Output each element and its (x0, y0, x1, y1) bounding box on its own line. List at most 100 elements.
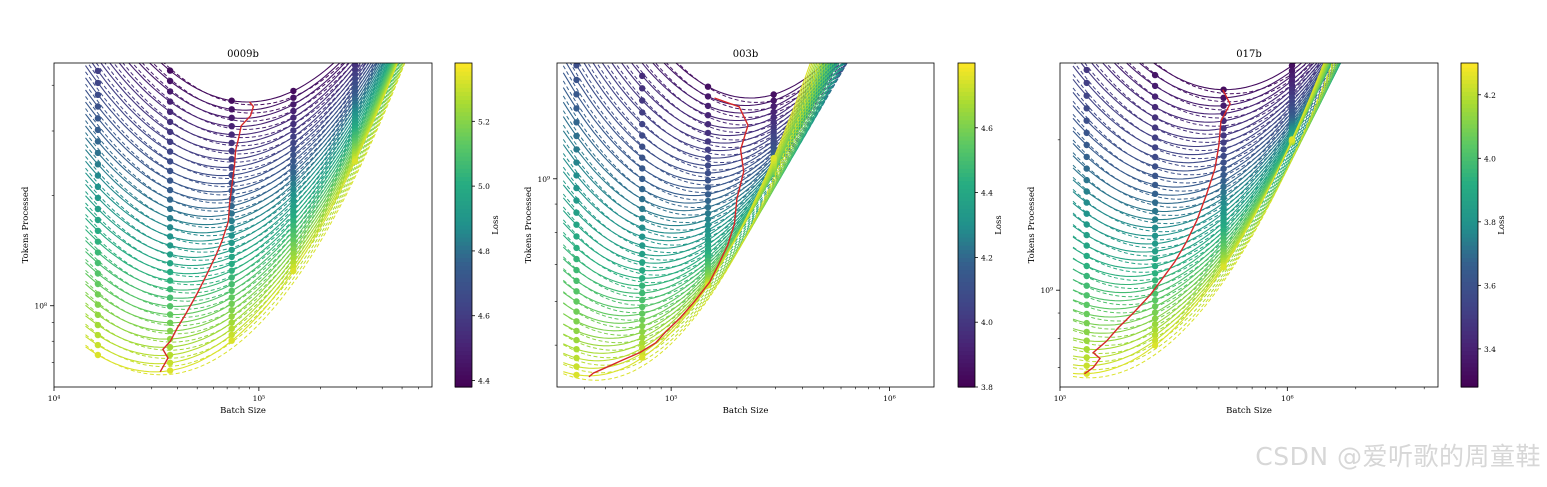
data-point (1151, 93, 1159, 100)
colorbar-band (455, 366, 472, 372)
data-point (704, 102, 712, 110)
colorbar-band (1461, 257, 1478, 263)
loss-curve (1072, 63, 1332, 221)
plot-frame (53, 62, 433, 388)
data-point (1151, 82, 1159, 90)
data-point (704, 184, 712, 191)
data-point (704, 204, 712, 211)
data-point (1151, 255, 1159, 262)
data-point (228, 287, 235, 294)
colorbar-band (958, 131, 975, 137)
colorbar-band (455, 245, 472, 250)
colorbar-band (1461, 164, 1478, 169)
colorbar-band (1461, 91, 1478, 96)
colorbar-band (455, 79, 472, 84)
fit-curve (562, 63, 835, 306)
data-point (1220, 177, 1227, 185)
data-point (704, 146, 712, 153)
colorbar-tick-label: 5.2 (478, 117, 490, 126)
data-point (1083, 153, 1090, 161)
optimal-batch-line (1083, 89, 1231, 375)
data-point (94, 172, 102, 179)
fit-curve (141, 63, 355, 122)
colorbar-band (455, 277, 472, 283)
loss-curve (85, 63, 385, 242)
colorbar-ticks: 3.8 4.0 4.2 4.4 4.6 (975, 124, 993, 392)
colorbar-band (958, 342, 975, 348)
colorbar-band (1461, 241, 1478, 246)
data-point (1220, 152, 1227, 160)
colorbar-band (1461, 123, 1478, 129)
colorbar-band (958, 382, 975, 388)
plot-layer (562, 63, 848, 381)
data-point (1151, 342, 1159, 349)
colorbar-band (1461, 127, 1478, 133)
loss-curve (1072, 63, 1332, 213)
colorbar-band (958, 314, 975, 319)
colorbar-band (455, 148, 472, 153)
data-point (639, 310, 646, 317)
data-point (290, 175, 297, 182)
data-point (228, 155, 235, 163)
data-point (1220, 125, 1227, 132)
colorbar-band (1461, 265, 1478, 271)
loss-curve (562, 63, 829, 287)
colorbar-band (958, 180, 975, 186)
colorbar-band (455, 172, 472, 177)
colorbar-band (958, 297, 975, 303)
colorbar-band (455, 164, 472, 169)
data-point (1220, 159, 1227, 166)
fit-curve (605, 63, 847, 156)
loss-curve (1072, 63, 1333, 261)
data-point (290, 180, 297, 188)
loss-curve (1072, 63, 1330, 318)
data-point (770, 114, 777, 121)
colorbar-band (455, 257, 472, 263)
data-point (94, 67, 102, 75)
colorbar-band (958, 330, 975, 335)
colorbar-band (455, 338, 472, 344)
colorbar-band (958, 212, 975, 218)
data-point (228, 210, 235, 217)
colorbar-band (958, 362, 975, 368)
data-point (1220, 146, 1227, 153)
fit-curve (85, 63, 399, 286)
colorbar-band (958, 346, 975, 352)
colorbar-band (958, 208, 975, 214)
loss-curve (160, 63, 335, 103)
loss-curve (128, 63, 350, 128)
data-point (94, 331, 102, 339)
data-point (1220, 132, 1227, 139)
data-point (166, 311, 174, 318)
data-point (290, 237, 297, 244)
colorbar-band (455, 273, 472, 279)
loss-curve (1072, 63, 1326, 164)
colorbar-band (1461, 378, 1478, 384)
data-point (573, 346, 580, 353)
colorbar-band (958, 370, 975, 376)
colorbar-band (455, 253, 472, 258)
data-point (290, 145, 297, 153)
colorbar-band (1461, 366, 1478, 372)
data-point (573, 197, 580, 204)
colorbar-band (958, 334, 975, 339)
colorbar-band (958, 257, 975, 263)
fit-curve (563, 63, 821, 374)
colorbar-band (958, 350, 975, 356)
colorbar: 3.4 3.6 3.8 4.0 4.2 Loss (1460, 62, 1507, 388)
colorbar-band (1461, 314, 1478, 319)
data-point (573, 146, 580, 153)
fit-curve (1072, 63, 1334, 160)
data-point (290, 133, 297, 140)
colorbar-band (958, 71, 975, 76)
loss-curve (85, 63, 389, 267)
chart-title: 017b (1236, 49, 1262, 60)
data-point (94, 301, 102, 308)
data-point (228, 337, 235, 344)
data-point (166, 242, 174, 249)
colorbar-band (958, 378, 975, 384)
data-point (1083, 117, 1090, 124)
colorbar-band (958, 196, 975, 202)
colorbar-band (455, 220, 472, 226)
data-point (704, 210, 712, 217)
